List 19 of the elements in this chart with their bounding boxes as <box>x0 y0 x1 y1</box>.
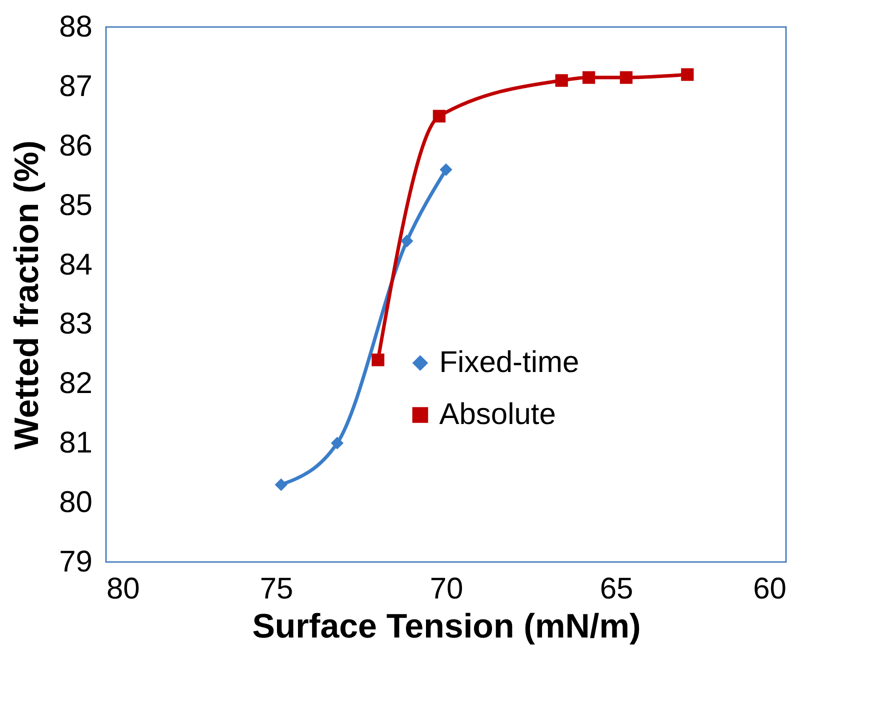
y-tick-label: 85 <box>59 188 92 222</box>
x-tick-label: 75 <box>260 572 294 606</box>
legend-label: Absolute <box>439 398 556 431</box>
y-tick-label: 79 <box>59 546 92 578</box>
y-tick-label: 84 <box>59 248 92 282</box>
y-tick-label: 80 <box>59 486 92 520</box>
y-tick-label: 86 <box>59 129 92 162</box>
y-tick-label: 82 <box>59 367 92 400</box>
y-tick-label: 88 <box>59 10 92 44</box>
x-tick-label: 65 <box>600 572 634 606</box>
x-tick-label: 80 <box>106 572 140 606</box>
legend-label: Fixed-time <box>439 346 580 379</box>
y-tick-label: 81 <box>59 426 92 460</box>
x-axis-title: Surface Tension (mN/m) <box>252 608 641 646</box>
y-axis-title: Wetted fraction (%) <box>8 140 46 450</box>
y-tick-label: 87 <box>59 70 92 103</box>
x-tick-label: 70 <box>430 572 464 606</box>
x-tick-label: 60 <box>753 572 786 606</box>
y-tick-label: 83 <box>59 308 92 341</box>
